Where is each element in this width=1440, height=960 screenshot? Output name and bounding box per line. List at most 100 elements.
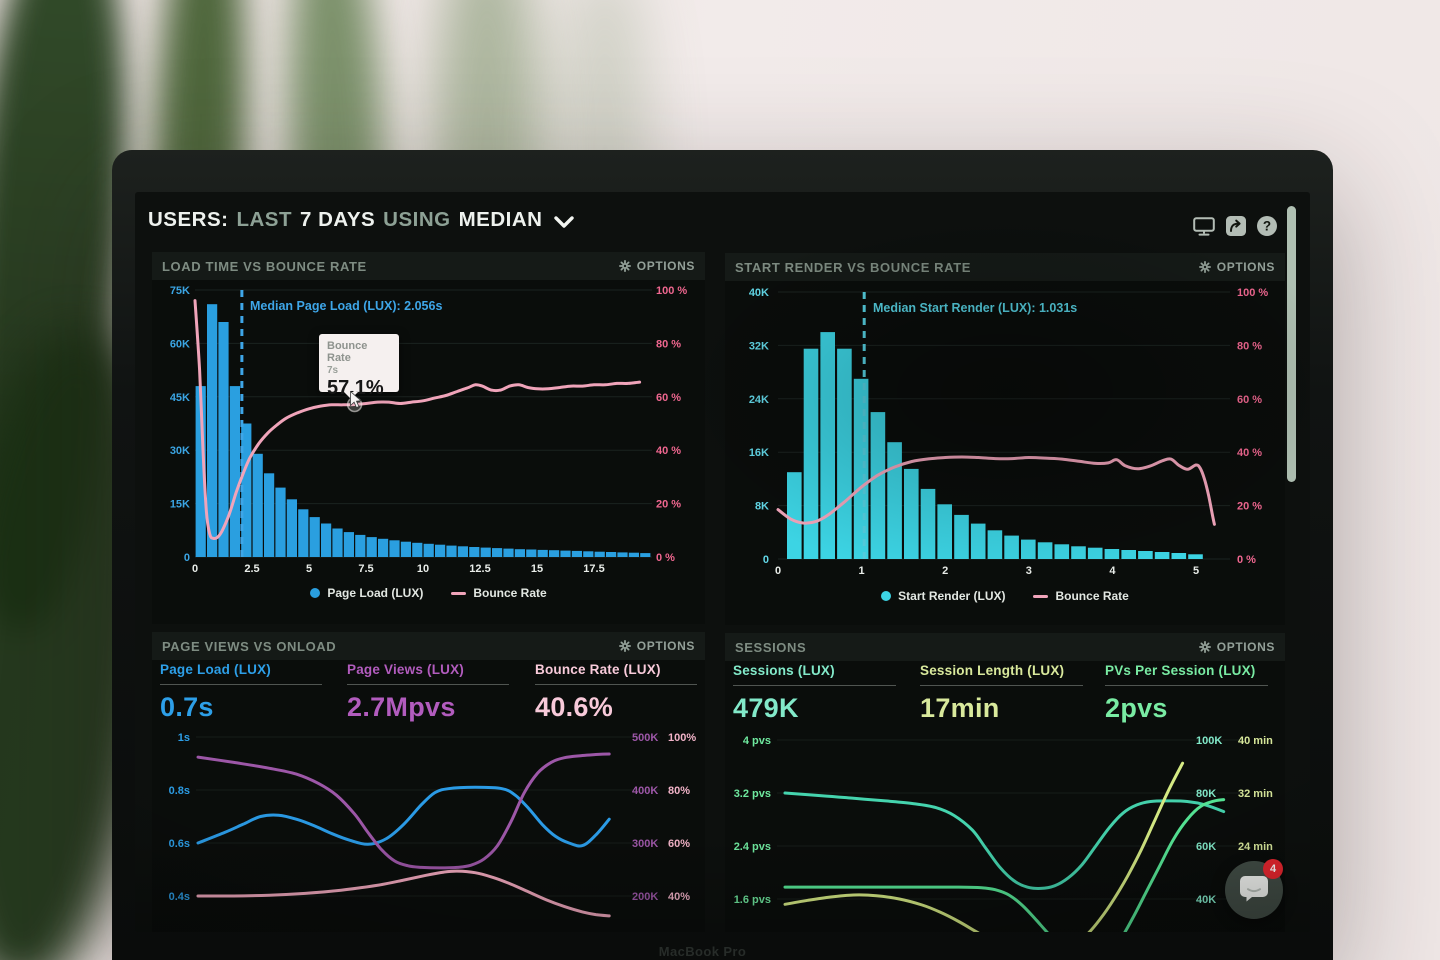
histogram-bar[interactable] xyxy=(937,504,952,559)
histogram-bar[interactable] xyxy=(820,332,835,559)
panel-load-time: LOAD TIME VS BOUNCE RATE OPTIONS xyxy=(152,252,705,624)
y-axis-label: 0.6s xyxy=(169,838,190,850)
histogram-bar[interactable] xyxy=(457,546,468,557)
histogram-bar[interactable] xyxy=(1171,553,1187,559)
session-length-lux--line xyxy=(783,761,1185,932)
histogram-bar[interactable] xyxy=(1188,554,1203,559)
panel-title: PAGE VIEWS VS ONLOAD xyxy=(162,638,337,654)
histogram-bar[interactable] xyxy=(987,530,1003,559)
histogram-bar[interactable] xyxy=(207,304,218,557)
histogram-bar[interactable] xyxy=(970,523,986,559)
chevron-down-icon[interactable] xyxy=(554,215,575,228)
gear-icon xyxy=(618,260,631,272)
histogram-bar[interactable] xyxy=(252,453,263,557)
histogram-bar[interactable] xyxy=(286,499,297,557)
histogram-bar[interactable] xyxy=(229,386,240,557)
histogram-bar[interactable] xyxy=(321,523,332,558)
histogram-bar[interactable] xyxy=(469,547,480,557)
histogram-bars[interactable] xyxy=(787,332,1203,559)
page-views-chart[interactable]: 1s 500K 100% 0.8s 400K 80% 0.6s 300K 60% 0.4s 200K… xyxy=(152,727,705,932)
histogram-bar[interactable] xyxy=(514,549,525,557)
histogram-bar[interactable] xyxy=(241,423,252,558)
monitor-icon[interactable] xyxy=(1193,216,1215,236)
histogram-bar[interactable] xyxy=(560,550,571,557)
legend-label: Bounce Rate xyxy=(1055,589,1129,603)
options-button[interactable]: OPTIONS xyxy=(1198,260,1275,274)
legend-item[interactable]: Page Load (LUX) xyxy=(310,586,423,600)
histogram-bar[interactable] xyxy=(640,553,651,557)
histogram-bar[interactable] xyxy=(954,514,969,559)
bounce-rate-line xyxy=(776,455,1216,526)
histogram-bar[interactable] xyxy=(594,551,605,557)
histogram-bar[interactable] xyxy=(606,552,617,557)
histogram-bar[interactable] xyxy=(492,548,503,557)
histogram-bar[interactable] xyxy=(378,538,389,557)
histogram-bar[interactable] xyxy=(1154,552,1170,559)
histogram-bar[interactable] xyxy=(583,551,594,557)
start-render-chart[interactable]: 40K 100 % 32K 80 % 24K 60 % 16K 40 % 8K 20 % 0 0 % M… xyxy=(725,281,1285,581)
histogram-bar[interactable] xyxy=(264,473,275,557)
histogram-bar[interactable] xyxy=(503,548,514,557)
histogram-bar[interactable] xyxy=(446,545,457,557)
histogram-bar[interactable] xyxy=(389,540,400,557)
histogram-bar[interactable] xyxy=(1121,550,1136,559)
histogram-bar[interactable] xyxy=(1087,547,1103,559)
histogram-bar[interactable] xyxy=(628,552,639,557)
gear-icon xyxy=(1198,261,1211,273)
histogram-bar[interactable] xyxy=(400,541,411,557)
options-button[interactable]: OPTIONS xyxy=(618,259,695,273)
histogram-bar[interactable] xyxy=(480,547,491,557)
legend-item[interactable]: Start Render (LUX) xyxy=(881,589,1005,603)
histogram-bar[interactable] xyxy=(412,542,423,557)
histogram-bar[interactable] xyxy=(803,348,819,559)
x-axis-label: 2 xyxy=(942,565,948,577)
histogram-bar[interactable] xyxy=(920,488,936,559)
histogram-bar[interactable] xyxy=(1104,549,1120,559)
histogram-bars[interactable] xyxy=(195,304,651,558)
histogram-bar[interactable] xyxy=(1054,544,1070,559)
histogram-bar[interactable] xyxy=(549,550,560,557)
histogram-bar[interactable] xyxy=(1138,551,1153,559)
histogram-bar[interactable] xyxy=(1071,546,1086,559)
histogram-bar[interactable] xyxy=(1004,535,1019,559)
legend-item[interactable]: Bounce Rate xyxy=(1033,589,1129,603)
histogram-bar[interactable] xyxy=(837,348,852,559)
histogram-bar[interactable] xyxy=(1021,539,1036,559)
chat-button[interactable]: 4 xyxy=(1225,859,1283,919)
histogram-bar[interactable] xyxy=(435,544,446,557)
load-time-chart[interactable]: 75K 100 % 60K 80 % 45K 60 % 30K 40 % 15K 20 % 0 0 %… xyxy=(152,280,705,580)
histogram-bar[interactable] xyxy=(571,550,582,557)
histogram-bar[interactable] xyxy=(332,528,343,558)
metric-page-load: Page Load (LUX) 0.7s xyxy=(160,662,322,723)
histogram-bar[interactable] xyxy=(275,487,286,557)
y3-axis-label: 40 min xyxy=(1238,735,1273,747)
help-glyph: ? xyxy=(1263,219,1271,234)
histogram-bar[interactable] xyxy=(887,442,902,559)
histogram-bar[interactable] xyxy=(423,543,434,557)
legend-item[interactable]: Bounce Rate xyxy=(451,586,547,600)
histogram-bar[interactable] xyxy=(870,412,886,559)
histogram-bar[interactable] xyxy=(787,472,802,559)
histogram-bar[interactable] xyxy=(355,534,366,557)
histogram-bar[interactable] xyxy=(537,549,548,557)
scrollbar-thumb[interactable] xyxy=(1287,206,1296,482)
x-axis-label: 0 xyxy=(775,565,781,577)
histogram-bar[interactable] xyxy=(526,549,537,558)
y3-axis-label: 40% xyxy=(668,891,690,903)
histogram-bar[interactable] xyxy=(617,552,628,557)
histogram-bar[interactable] xyxy=(904,468,919,559)
histogram-bar[interactable] xyxy=(1037,542,1053,559)
help-icon[interactable]: ? xyxy=(1257,216,1277,236)
options-button[interactable]: OPTIONS xyxy=(1198,640,1275,654)
histogram-bar[interactable] xyxy=(298,509,309,557)
histogram-bar[interactable] xyxy=(195,386,206,557)
histogram-bar[interactable] xyxy=(343,532,354,557)
sessions-chart[interactable]: 4 pvs 100K 40 min 3.2 pvs 80K 32 min 2.4 pvs 60… xyxy=(725,728,1285,932)
histogram-bar[interactable] xyxy=(366,537,377,557)
histogram-bar[interactable] xyxy=(218,322,229,557)
histogram-bar[interactable] xyxy=(309,517,320,557)
options-button[interactable]: OPTIONS xyxy=(618,639,695,653)
share-icon[interactable] xyxy=(1226,216,1246,236)
histogram-bar[interactable] xyxy=(853,378,869,559)
metric-value: 0.7s xyxy=(160,692,214,722)
